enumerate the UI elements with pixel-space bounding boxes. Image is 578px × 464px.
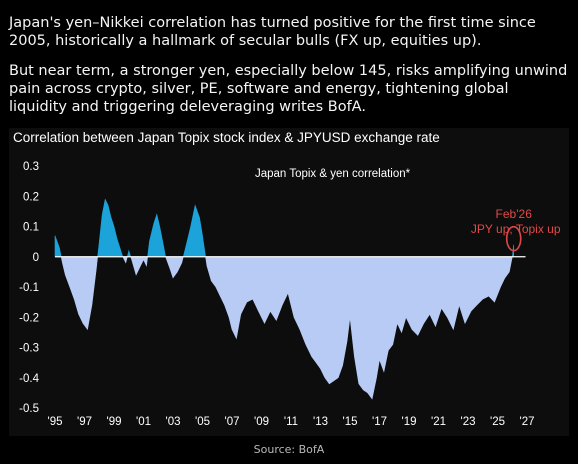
x-tick-label: '13 bbox=[313, 416, 328, 428]
commentary: Japan's yen–Nikkei correlation has turne… bbox=[9, 14, 569, 116]
x-tick-label: '09 bbox=[254, 416, 269, 428]
positive-correlation-area-0 bbox=[54, 235, 62, 258]
chart-card: Correlation between Japan Topix stock in… bbox=[9, 128, 569, 436]
source-note: Source: BofA bbox=[253, 443, 325, 456]
correlation-chart: 0.3 0.2 0.1 0 -0.1 -0.2 -0.3 -0.4 -0.5 '95 '97 '99 '… bbox=[19, 161, 561, 428]
y-tick-label: 0 bbox=[33, 252, 39, 264]
x-tick-label: '19 bbox=[402, 416, 417, 428]
x-tick-label: '97 bbox=[77, 416, 92, 428]
positive-correlation-area-4 bbox=[126, 249, 132, 258]
x-tick-label: '95 bbox=[48, 416, 63, 428]
x-tick-label: '01 bbox=[136, 416, 151, 428]
x-tick-label: '11 bbox=[284, 416, 298, 428]
chart-title: Correlation between Japan Topix stock in… bbox=[13, 130, 440, 145]
x-tick-label: '25 bbox=[490, 416, 505, 428]
x-tick-label: '21 bbox=[431, 416, 446, 428]
positive-correlation-area-8 bbox=[182, 204, 206, 258]
y-tick-label: 0.1 bbox=[23, 222, 39, 234]
commentary-paragraph-2: But near term, a stronger yen, especiall… bbox=[9, 63, 568, 115]
commentary-paragraph-1: Japan's yen–Nikkei correlation has turne… bbox=[9, 15, 536, 49]
negative-correlation-area-1 bbox=[60, 256, 98, 331]
negative-correlation-area-5 bbox=[130, 256, 148, 276]
x-tick-label: '99 bbox=[107, 416, 122, 428]
annotation-text: JPY up, Topix up bbox=[471, 222, 561, 236]
negative-correlation-area-3 bbox=[122, 256, 128, 264]
x-tick-label: '23 bbox=[461, 416, 476, 428]
x-tick-label: '07 bbox=[225, 416, 240, 428]
negative-correlation-area-7 bbox=[165, 256, 184, 279]
y-tick-label: -0.2 bbox=[19, 312, 39, 324]
negative-correlation-area-9 bbox=[205, 256, 513, 400]
x-tick-label: '03 bbox=[166, 416, 181, 428]
y-tick-label: 0.2 bbox=[23, 191, 39, 203]
x-tick-label: '15 bbox=[343, 416, 358, 428]
annotation-date: Feb'26 bbox=[496, 207, 533, 221]
x-tick-label: '27 bbox=[520, 416, 535, 428]
annotation-circle bbox=[505, 225, 522, 252]
y-tick-label: -0.4 bbox=[19, 373, 39, 385]
x-tick-label: '17 bbox=[372, 416, 387, 428]
y-tick-label: -0.3 bbox=[19, 343, 39, 355]
positive-correlation-area-2 bbox=[97, 198, 124, 258]
positive-correlation-area-6 bbox=[147, 213, 166, 258]
series-label: Japan Topix & yen correlation* bbox=[255, 168, 411, 180]
y-tick-label: 0.3 bbox=[23, 161, 39, 173]
x-tick-label: '05 bbox=[195, 416, 210, 428]
y-tick-label: -0.1 bbox=[19, 282, 39, 294]
y-tick-label: -0.5 bbox=[19, 403, 39, 415]
